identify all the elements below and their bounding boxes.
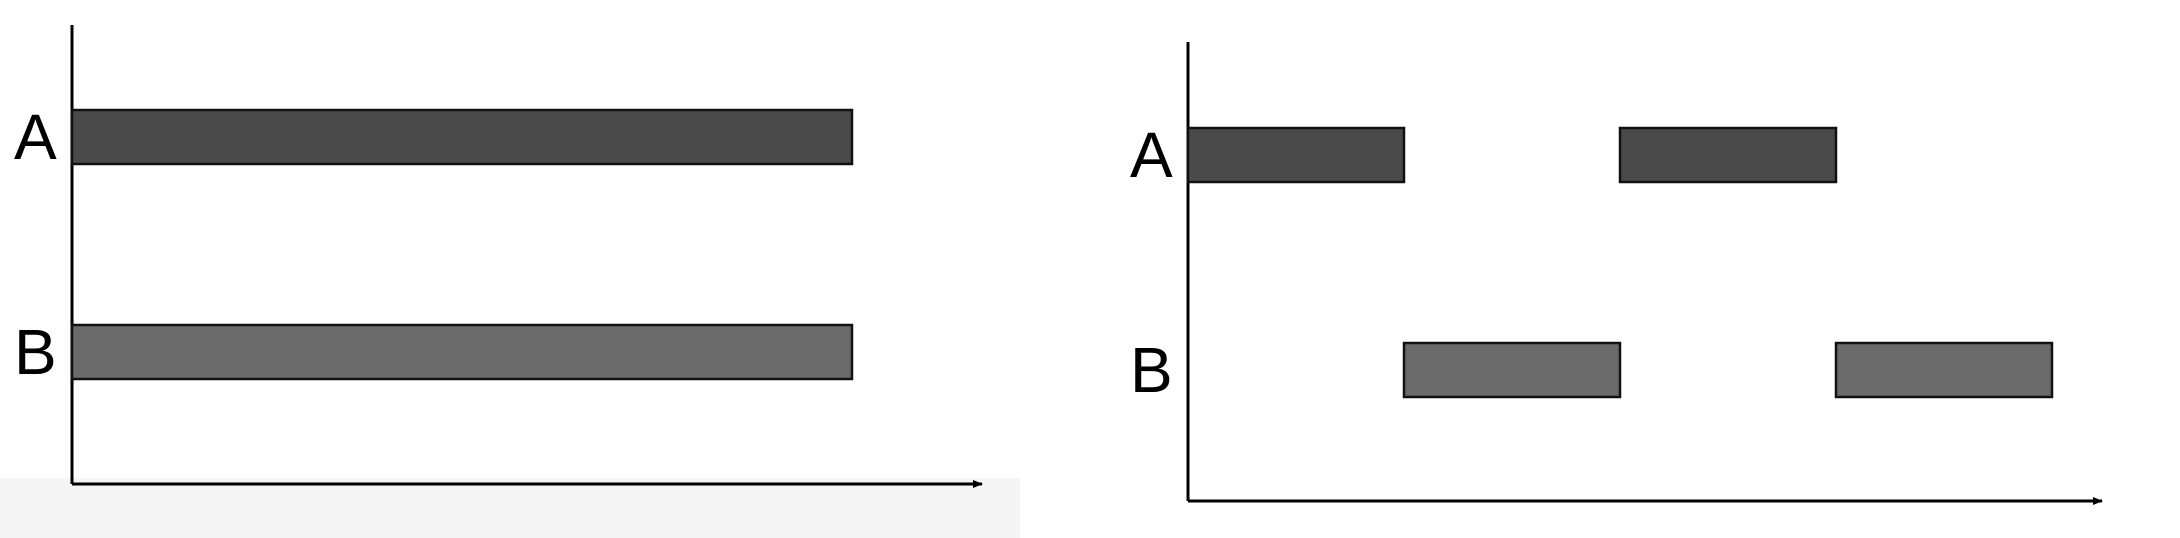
left-bar-a-1 bbox=[70, 108, 854, 166]
left-bar-b-1 bbox=[70, 323, 854, 381]
left-row-label-b: B bbox=[14, 316, 57, 388]
right-bar-b-2 bbox=[1834, 341, 2054, 399]
right-panel: AB bbox=[1130, 42, 2103, 505]
right-row-label-a: A bbox=[1130, 119, 1173, 191]
left-panel-shadow bbox=[0, 478, 1020, 538]
right-bar-a-1 bbox=[1186, 126, 1406, 184]
left-row-label-a: A bbox=[14, 101, 57, 173]
right-bar-b-1 bbox=[1402, 341, 1622, 399]
right-bar-a-2 bbox=[1618, 126, 1838, 184]
right-row-label-b: B bbox=[1130, 334, 1173, 406]
left-panel: AB bbox=[14, 25, 983, 488]
